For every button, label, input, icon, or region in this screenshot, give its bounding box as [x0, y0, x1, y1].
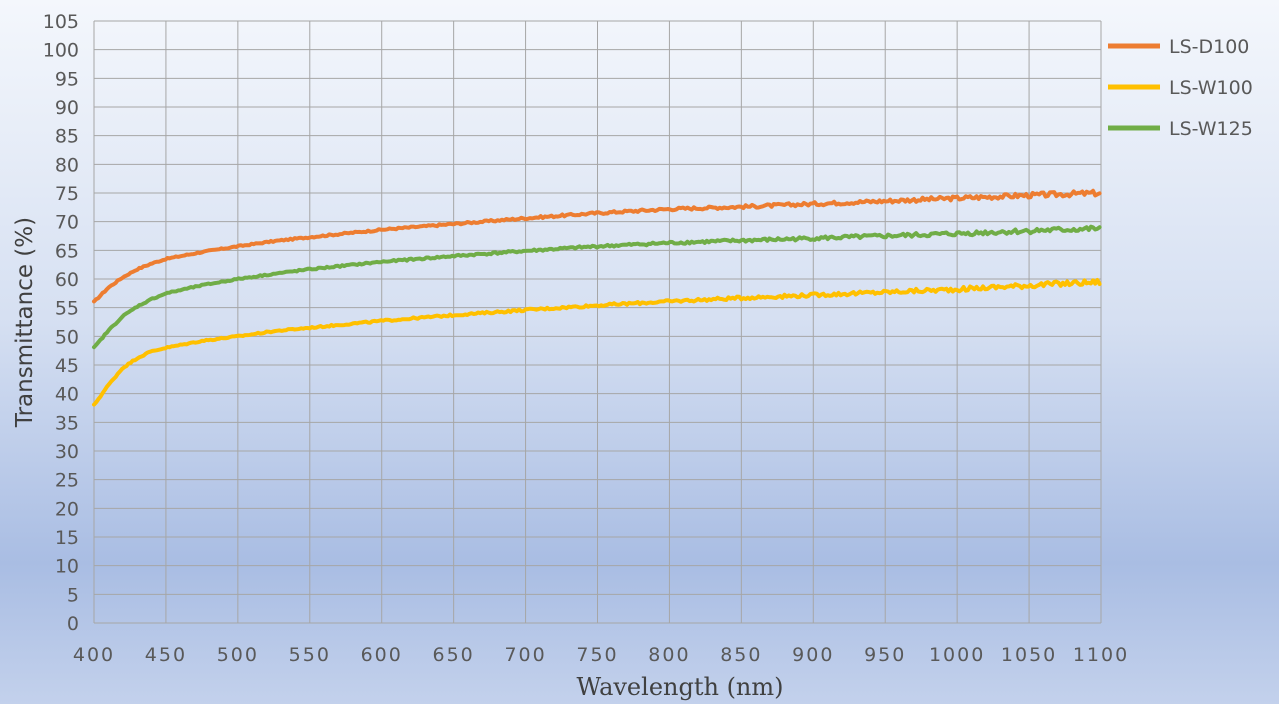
x-tick-label: 600 — [361, 644, 403, 666]
y-tick-label: 55 — [55, 298, 79, 320]
y-axis-title: Transmittance (%) — [12, 217, 38, 428]
y-tick-label: 15 — [55, 527, 79, 549]
y-tick-label: 70 — [55, 212, 79, 234]
y-tick-label: 100 — [43, 40, 79, 62]
y-tick-label: 50 — [55, 326, 79, 348]
x-tick-label: 450 — [145, 644, 187, 666]
y-tick-label: 25 — [55, 470, 79, 492]
y-tick-label: 90 — [55, 97, 79, 119]
grid — [93, 20, 1102, 624]
x-tick-label: 750 — [576, 644, 618, 666]
x-tick-label: 1050 — [1001, 644, 1057, 666]
x-tick-label: 650 — [433, 644, 475, 666]
y-tick-label: 95 — [55, 68, 79, 90]
x-axis-ticks: 400 450 500 550 600 650 700 750 800 850 900 950 1000… — [73, 644, 1129, 666]
legend-label: LS-D100 — [1169, 36, 1249, 58]
y-tick-label: 60 — [55, 269, 79, 291]
y-tick-label: 10 — [55, 556, 79, 578]
series-line-ls-w100 — [92, 278, 1102, 407]
y-tick-label: 75 — [55, 183, 79, 205]
x-tick-label: 850 — [720, 644, 762, 666]
y-tick-label: 65 — [55, 240, 79, 262]
x-tick-label: 550 — [289, 644, 331, 666]
y-tick-label: 105 — [43, 11, 79, 33]
x-tick-label: 700 — [504, 644, 546, 666]
series-lines — [92, 188, 1102, 407]
legend: LS-D100 LS-W100 LS-W125 — [1108, 36, 1253, 140]
y-tick-label: 85 — [55, 126, 79, 148]
x-tick-label: 400 — [73, 644, 115, 666]
y-tick-label: 45 — [55, 355, 79, 377]
series-line-ls-d100 — [92, 188, 1102, 304]
y-tick-label: 20 — [55, 498, 79, 520]
legend-label: LS-W125 — [1169, 118, 1253, 140]
series-line-ls-w125 — [92, 224, 1102, 350]
y-tick-label: 35 — [55, 412, 79, 434]
y-tick-label: 30 — [55, 441, 79, 463]
y-tick-label: 80 — [55, 154, 79, 176]
x-tick-label: 900 — [792, 644, 834, 666]
x-tick-label: 800 — [648, 644, 690, 666]
y-tick-label: 5 — [67, 584, 79, 606]
y-tick-label: 0 — [67, 613, 79, 635]
x-tick-label: 500 — [217, 644, 259, 666]
x-axis-title: Wavelength (nm) — [576, 673, 783, 701]
x-tick-label: 1100 — [1073, 644, 1129, 666]
x-tick-label: 1000 — [929, 644, 985, 666]
legend-label: LS-W100 — [1169, 77, 1253, 99]
y-tick-label: 40 — [55, 384, 79, 406]
y-axis-ticks: 0 5 10 15 20 25 30 35 40 45 50 55 60 65 70 75 80 85 90 95 10… — [43, 11, 79, 635]
x-tick-label: 950 — [864, 644, 906, 666]
